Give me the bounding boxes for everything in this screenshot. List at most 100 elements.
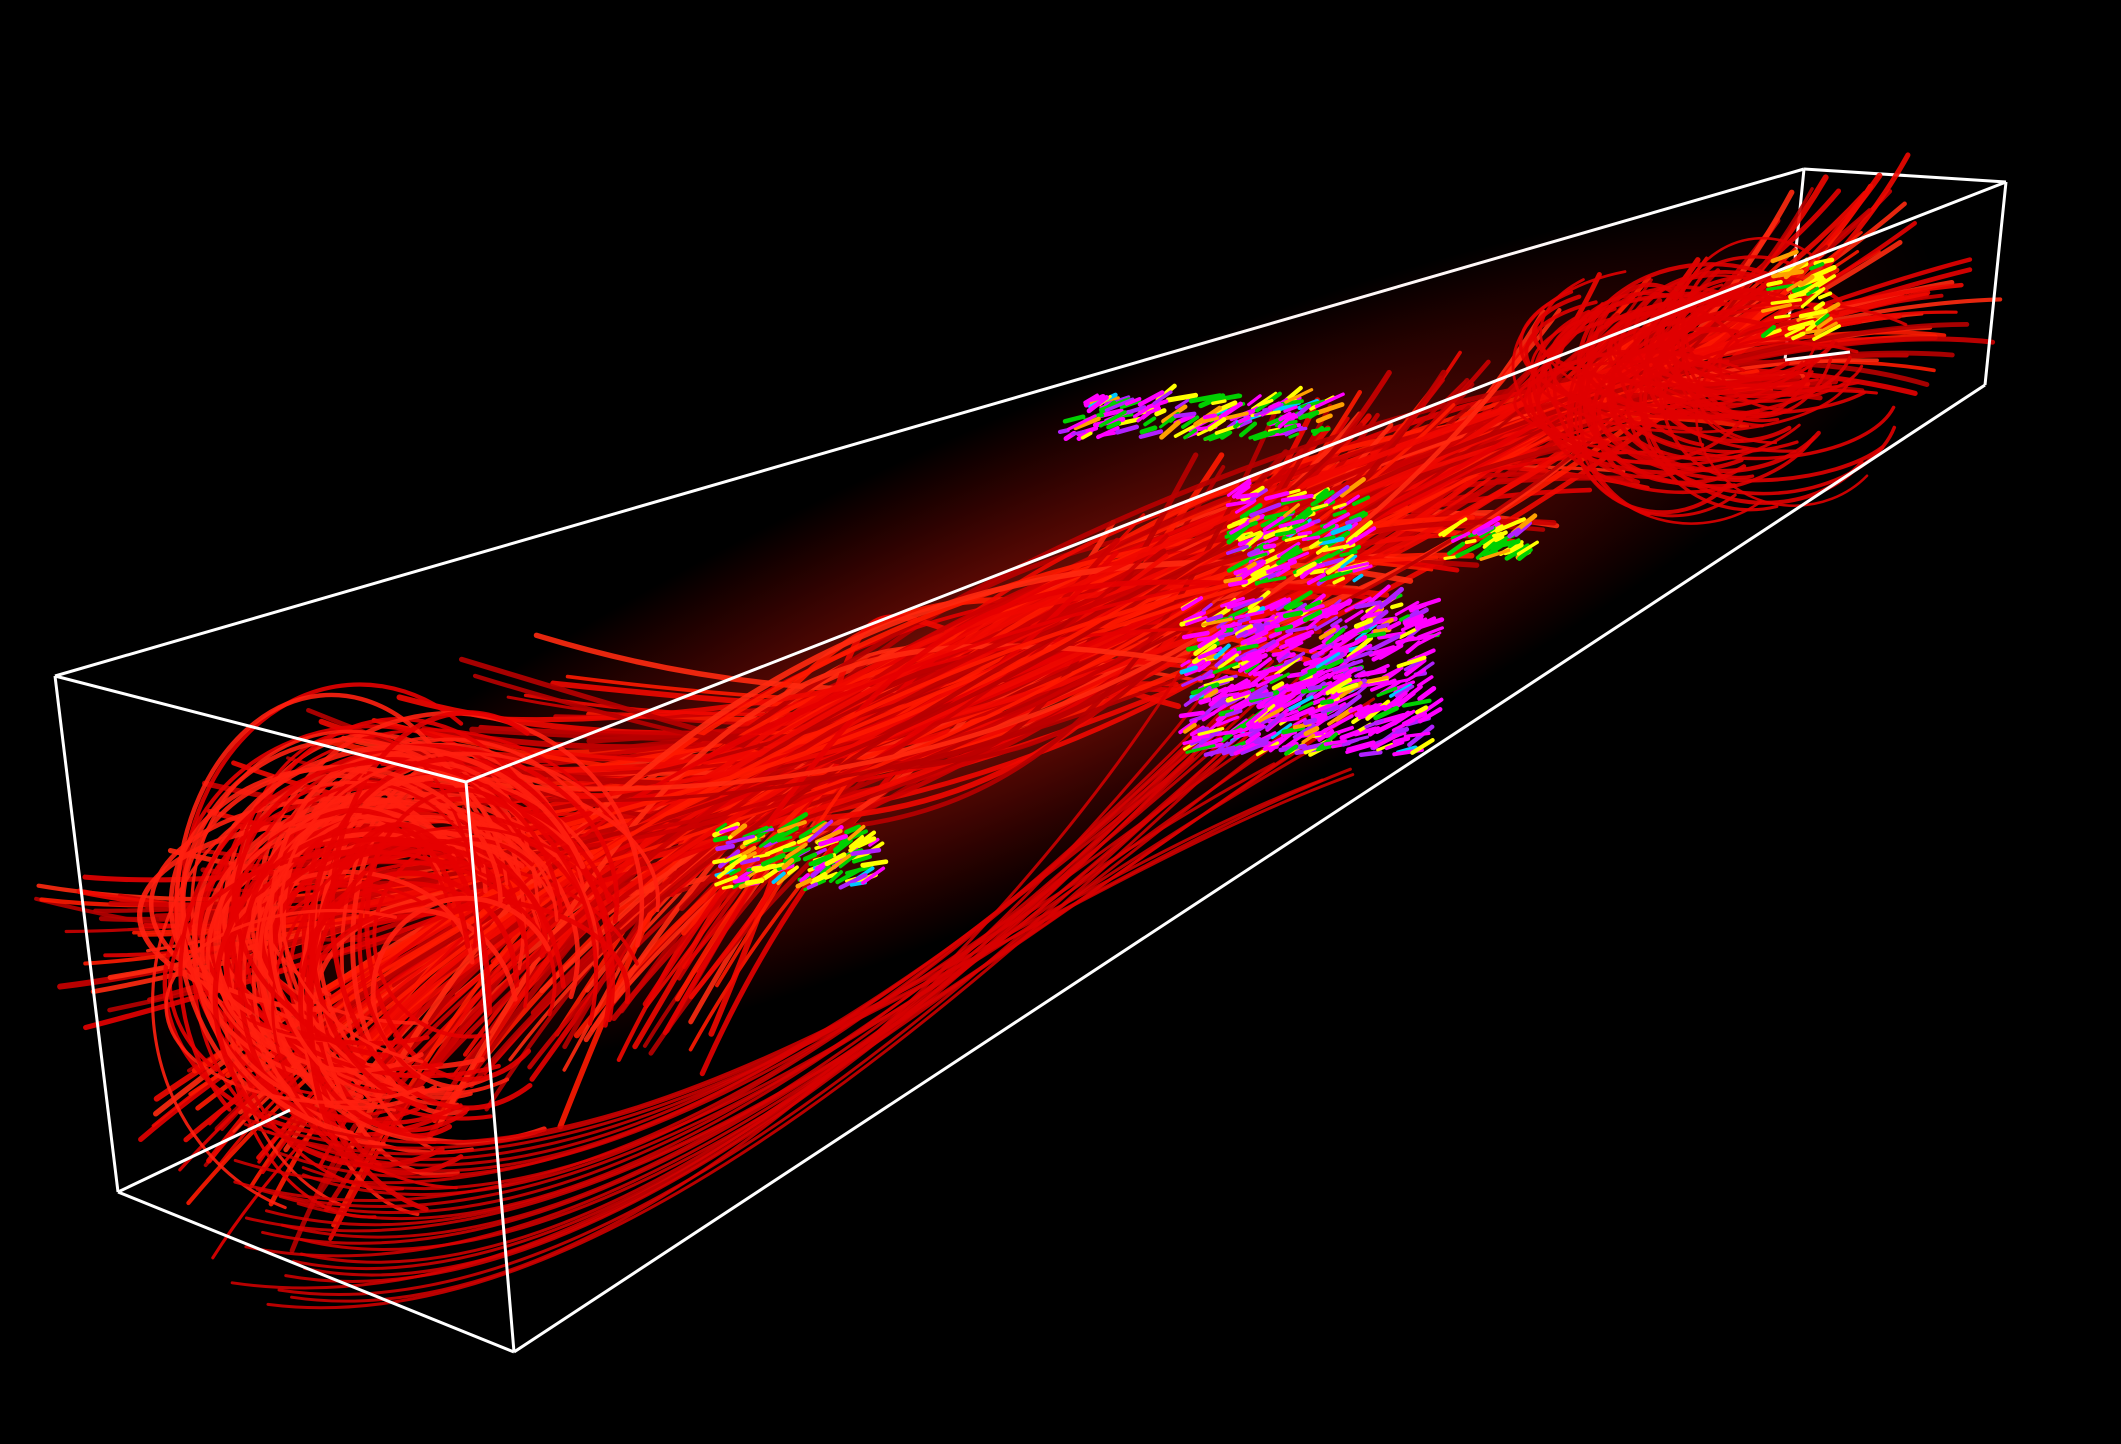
color-accent-segment — [1813, 257, 1835, 266]
streamline-tube — [306, 822, 492, 1163]
color-accent-segment — [1508, 542, 1524, 554]
color-accent-segment — [1318, 535, 1336, 542]
color-accent-segment — [1787, 319, 1815, 331]
color-accent-segment — [1372, 627, 1392, 634]
color-accent-segment — [1317, 644, 1333, 656]
streamline-tube — [1585, 285, 1735, 415]
color-accent-segment — [1344, 666, 1358, 677]
color-accent-segment — [1410, 738, 1435, 755]
streamline-tube — [261, 627, 1279, 1175]
color-accent-segment — [1315, 402, 1345, 415]
color-accent-segment — [826, 853, 852, 874]
color-accent-segment — [1347, 520, 1374, 543]
color-accent-segment — [1344, 609, 1364, 623]
color-accent-segment — [1323, 512, 1351, 529]
color-accent-segment — [1494, 517, 1527, 533]
color-accent-segment — [1248, 657, 1272, 677]
color-accent-segment — [1376, 622, 1390, 630]
color-accent-segment — [725, 834, 756, 845]
streamline-tube — [268, 750, 472, 1099]
color-accent-segment — [741, 845, 757, 857]
color-accent-segment — [1766, 283, 1795, 292]
color-accent-segment — [1798, 308, 1828, 319]
color-accent-segment — [1516, 540, 1539, 556]
streamline-tube — [389, 369, 1447, 788]
color-accent-segment — [1334, 667, 1349, 675]
color-accent-segment — [844, 824, 862, 835]
color-accent-segment — [1086, 395, 1109, 414]
color-accent-segment — [819, 865, 832, 876]
color-accent-segment — [1233, 567, 1248, 576]
streamline-tube — [1608, 317, 1821, 474]
color-accent-segment — [806, 882, 819, 890]
color-accent-segment — [1387, 620, 1402, 631]
color-accent-segment — [1178, 719, 1198, 735]
color-accent-segment — [1280, 730, 1298, 738]
color-accent-segment — [1266, 559, 1298, 574]
color-accent-segment — [1202, 602, 1213, 612]
color-accent-segment — [833, 838, 850, 853]
color-accent-segment — [1280, 493, 1314, 503]
color-accent-segment — [784, 842, 808, 860]
color-accent-segment — [1401, 712, 1423, 726]
color-accent-segment — [1784, 325, 1806, 338]
color-accent-segment — [1139, 425, 1158, 435]
color-accent-segment — [1381, 666, 1404, 680]
color-accent-segment — [1268, 630, 1283, 639]
color-accent-segment — [1477, 525, 1495, 535]
color-accent-segment — [781, 857, 795, 870]
color-accent-segment — [1296, 403, 1312, 417]
color-accent-segment — [1257, 707, 1284, 723]
color-accent-segment — [1788, 289, 1808, 300]
color-accent-segment — [1260, 517, 1278, 528]
color-accent-segment — [1356, 704, 1370, 713]
color-accent-segment — [1228, 606, 1250, 619]
color-accent-segment — [1181, 596, 1204, 612]
color-accent-segment — [1292, 723, 1316, 740]
color-accent-segment — [1275, 566, 1291, 577]
color-accent-segment — [1270, 722, 1293, 740]
color-accent-segment — [1247, 605, 1261, 616]
streamline-tube — [191, 744, 586, 1136]
color-accent-segment — [1398, 628, 1417, 639]
color-accent-segment — [1376, 742, 1394, 752]
color-accent-segment — [1217, 653, 1239, 670]
color-accent-segment — [1346, 643, 1373, 661]
color-accent-segment — [1201, 617, 1233, 627]
color-accent-segment — [1217, 629, 1241, 639]
color-accent-segment — [1197, 646, 1223, 660]
color-accent-segment — [1292, 722, 1312, 730]
color-accent-segment — [1363, 609, 1389, 630]
color-accent-segment — [1207, 417, 1227, 432]
streamline-tube — [308, 838, 566, 1168]
color-accent-segment — [1239, 559, 1266, 580]
color-accent-segment — [1814, 321, 1838, 336]
color-accent-segment — [1356, 685, 1367, 695]
color-accent-segment — [1138, 429, 1164, 439]
streamline-tube — [299, 670, 1260, 1264]
color-accent-segment — [1447, 541, 1466, 556]
color-accent-segment — [1248, 616, 1275, 624]
color-accent-segment — [1301, 535, 1321, 542]
color-accent-segment — [1301, 733, 1316, 744]
color-accent-segment — [1322, 544, 1350, 553]
color-accent-segment — [1417, 707, 1443, 724]
streamline-tube — [230, 648, 1240, 1290]
color-accent-segment — [1417, 626, 1444, 639]
streamline-tube — [1539, 278, 1817, 409]
color-accent-segment — [1179, 665, 1198, 675]
color-accent-segment — [1334, 694, 1362, 717]
color-accent-segment — [1479, 548, 1511, 561]
color-accent-segment — [1330, 523, 1353, 536]
color-accent-segment — [1226, 598, 1256, 610]
streamline-tube — [277, 643, 1335, 1296]
color-accent-segment — [1364, 718, 1385, 729]
color-accent-segment — [1200, 669, 1214, 681]
color-accent-segment — [1403, 660, 1421, 672]
color-accent-segment — [1188, 393, 1223, 404]
color-accent-segment — [1284, 744, 1299, 756]
color-accent-segment — [1284, 533, 1308, 543]
color-accent-segment — [1361, 680, 1390, 688]
color-accent-segment — [1761, 303, 1793, 313]
